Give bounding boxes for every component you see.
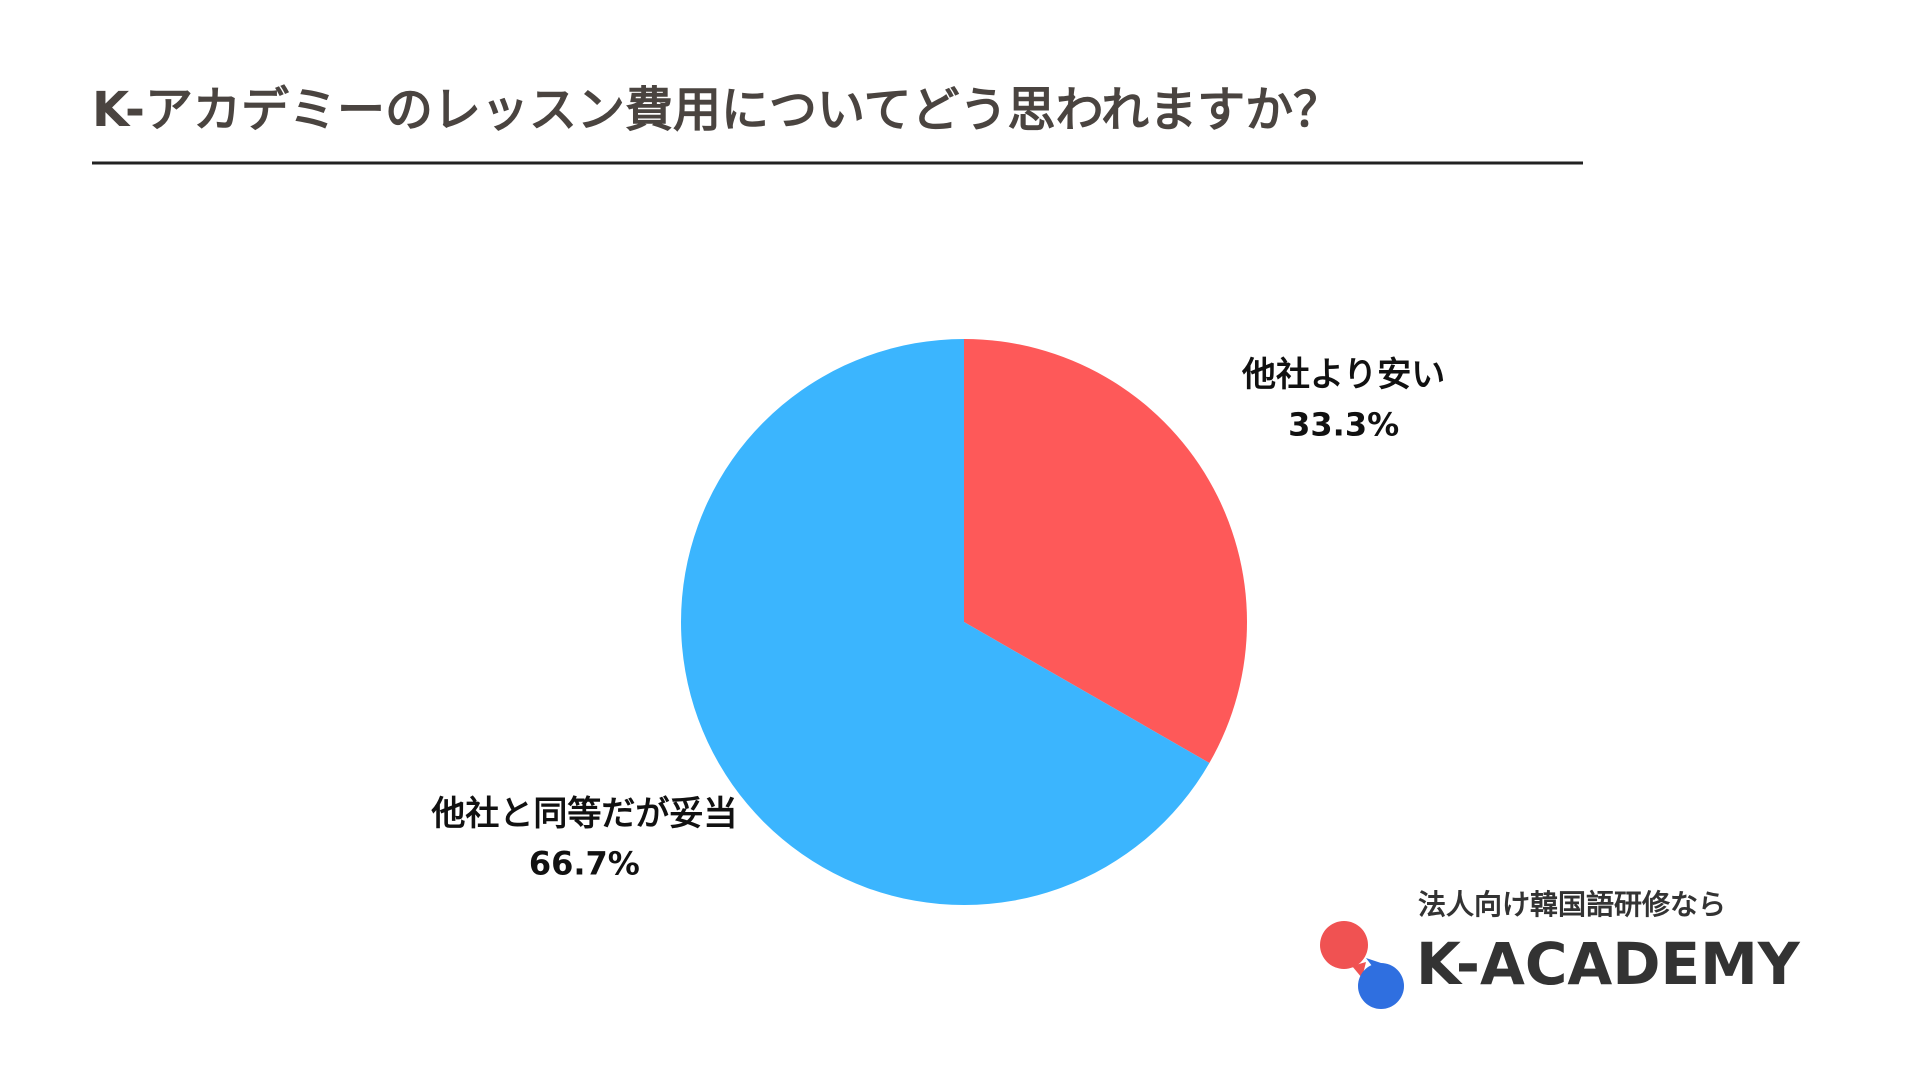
slice-value-label: 33.3% xyxy=(1288,405,1399,443)
logo-tagline: 法人向け韓国語研修なら xyxy=(1418,888,1726,921)
logo-bubble-tail xyxy=(1366,958,1384,966)
logo-name: K-ACADEMY xyxy=(1416,930,1801,998)
logo: 法人向け韓国語研修なら K-ACADEMY xyxy=(1320,888,1801,1009)
slice-value-label: 66.7% xyxy=(529,845,640,883)
slice-label: 他社より安い xyxy=(1241,355,1445,395)
chart-title: K-アカデミーのレッスン費用についてどう思われますか？ xyxy=(92,82,1341,138)
slice-label: 他社と同等だが妥当 xyxy=(430,794,737,834)
logo-bubble-blue xyxy=(1358,963,1404,1009)
pie-slice xyxy=(681,339,1210,905)
pie-slice xyxy=(964,339,1247,763)
logo-bubble-red xyxy=(1320,921,1368,969)
